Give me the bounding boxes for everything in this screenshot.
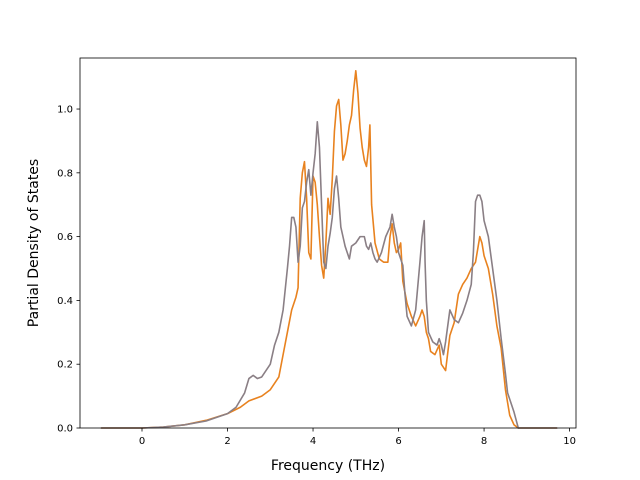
y-tick-label: 0.0 xyxy=(57,424,73,435)
plot-frame xyxy=(79,57,577,429)
series-layer xyxy=(100,69,558,429)
x-tick-label: 8 xyxy=(481,436,487,447)
series-line-1 xyxy=(100,69,558,429)
series-line-2 xyxy=(100,120,558,429)
x-tick-label: 0 xyxy=(139,436,145,447)
x-axis: 0 2 4 6 8 10 xyxy=(139,428,576,447)
y-tick-label: 1.0 xyxy=(57,105,73,116)
x-axis-label: Frequency (THz) xyxy=(271,458,385,474)
y-axis: 0.0 0.2 0.4 0.6 0.8 1.0 xyxy=(57,105,80,435)
y-tick-label: 0.8 xyxy=(57,168,73,179)
y-tick-label: 0.2 xyxy=(57,360,73,371)
x-tick-label: 2 xyxy=(224,436,230,447)
x-tick-label: 4 xyxy=(310,436,316,447)
y-tick-label: 0.6 xyxy=(57,232,73,243)
x-tick-label: 10 xyxy=(563,436,576,447)
y-tick-label: 0.4 xyxy=(57,296,73,307)
y-axis-label: Partial Density of States xyxy=(26,159,42,327)
x-tick-label: 6 xyxy=(395,436,401,447)
